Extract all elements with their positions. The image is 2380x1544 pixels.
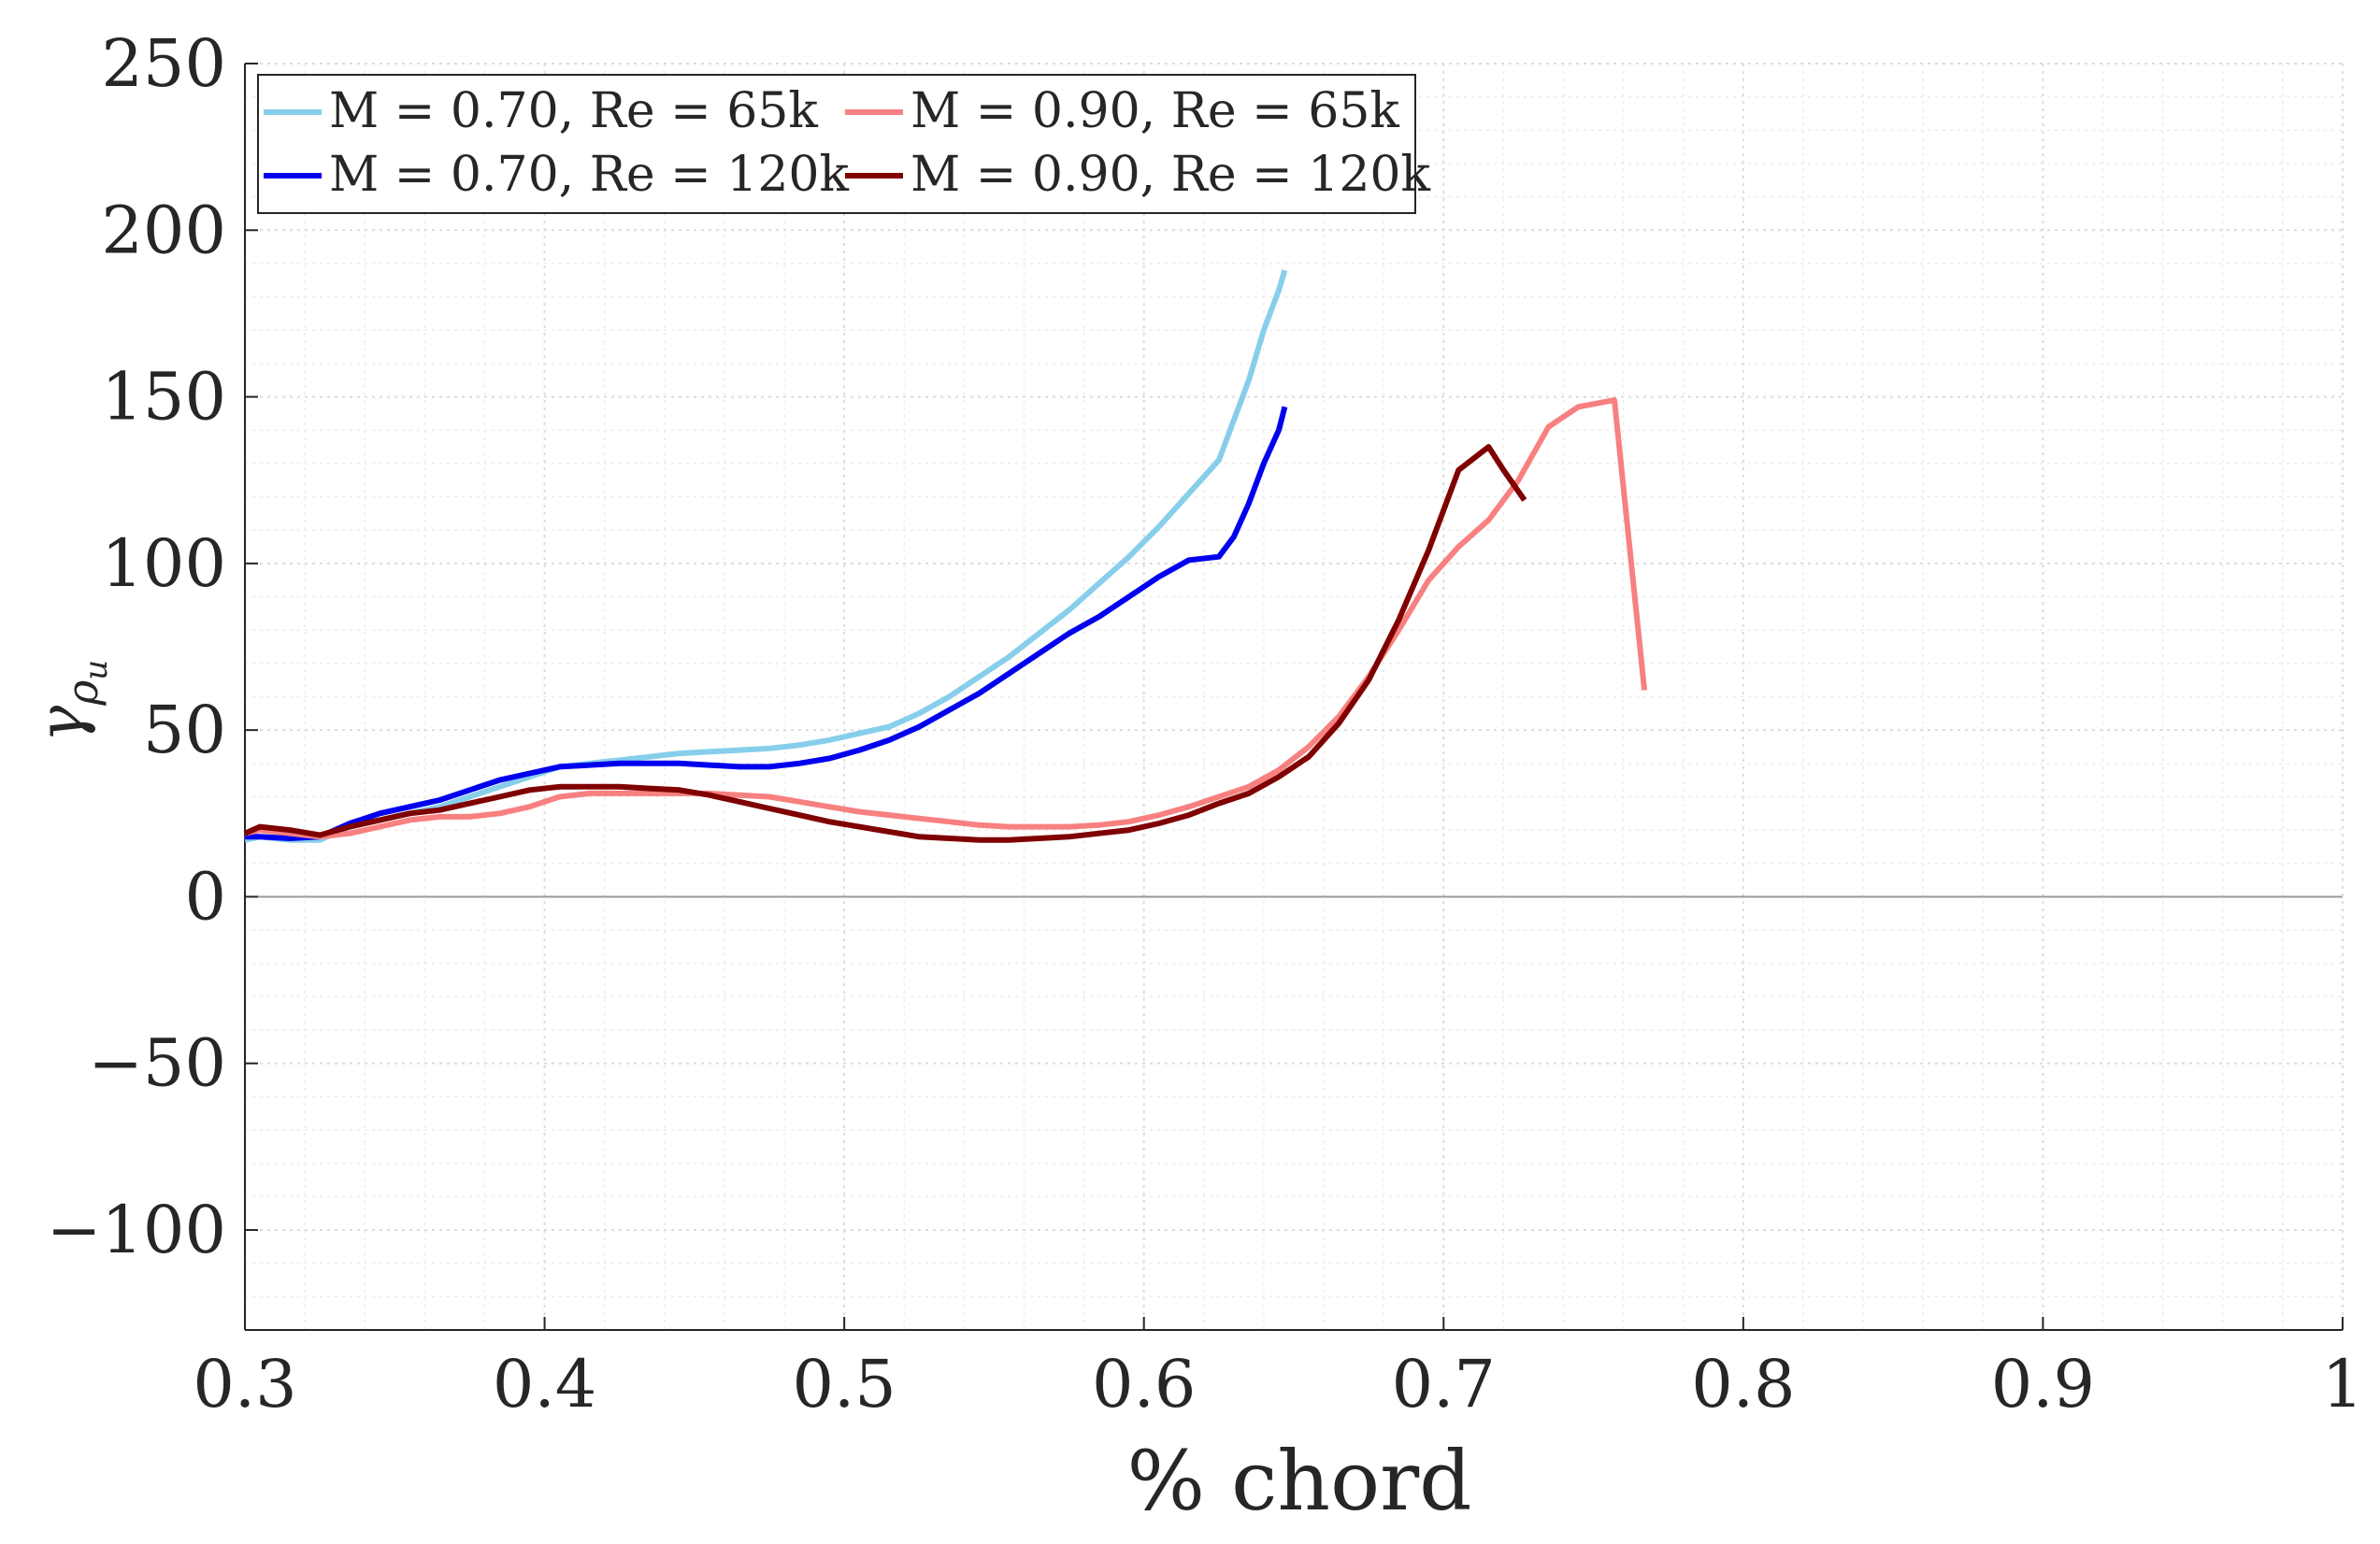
- legend-label-s2: M = 0.90, Re = 65k: [910, 83, 1399, 139]
- legend-label-s1: M = 0.70, Re = 120k: [329, 147, 850, 203]
- y-tick-label: 100: [101, 525, 226, 602]
- y-tick-label: 0: [184, 858, 226, 935]
- legend-label-s3: M = 0.90, Re = 120k: [910, 147, 1431, 203]
- y-axis-label-main: γ: [25, 705, 97, 742]
- x-tick-label: 0.3: [193, 1346, 296, 1422]
- x-tick-label: 0.5: [792, 1346, 896, 1422]
- x-tick-label: 0.7: [1392, 1346, 1496, 1422]
- x-tick-label: 0.8: [1691, 1346, 1795, 1422]
- series-line-2: [244, 397, 1648, 840]
- y-tick-label: −100: [47, 1192, 226, 1268]
- legend-label-s0: M = 0.70, Re = 65k: [329, 83, 818, 139]
- tick-labels: 0.3 0.4 0.5 0.6 0.7 0.8 0.9 1 −100 −50 0 50 100 150 20…: [47, 25, 2364, 1422]
- x-axis-label: % chord: [1127, 1433, 1472, 1529]
- y-axis-label-subsub: u: [78, 660, 115, 680]
- x-tick-label: 0.9: [1991, 1346, 2095, 1422]
- y-axis-label: γρu: [25, 660, 115, 742]
- legend-box: [257, 74, 1416, 214]
- series-line-3: [243, 444, 1527, 843]
- y-tick-label: 150: [101, 359, 226, 436]
- grid: [244, 63, 2344, 1330]
- series-line-1: [245, 406, 1288, 841]
- x-tick-label: 0.4: [493, 1346, 596, 1422]
- y-tick-label: −50: [88, 1025, 226, 1102]
- y-tick-label: 200: [101, 192, 226, 268]
- y-tick-label: 250: [101, 25, 226, 102]
- x-tick-label: 1: [2322, 1346, 2364, 1422]
- series-layer: [243, 269, 1648, 843]
- y-tick-label: 50: [143, 692, 226, 768]
- axes: [244, 64, 2343, 1331]
- x-tick-label: 0.6: [1092, 1346, 1196, 1422]
- legend: M = 0.70, Re = 65k M = 0.70, Re = 120k M…: [257, 74, 1431, 214]
- y-axis-label-sub: ρ: [57, 680, 108, 707]
